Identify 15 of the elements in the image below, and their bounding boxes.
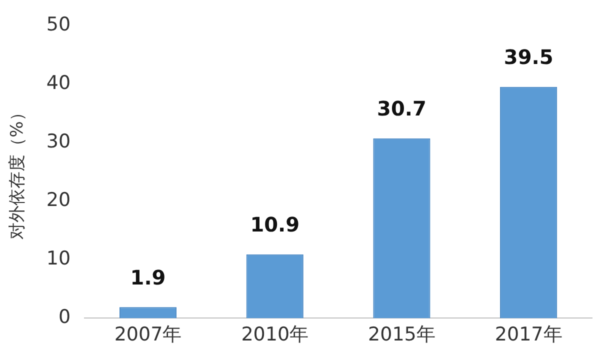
x-tick-label: 2017年: [494, 324, 562, 346]
y-tick-label: 50: [46, 13, 71, 36]
data-label: 1.9: [130, 265, 166, 290]
y-tick-label: 30: [46, 130, 71, 152]
x-tick-label: 2015年: [368, 324, 436, 346]
y-axis-title: 对外依存度（%）: [8, 104, 28, 240]
y-tick-label: 20: [46, 189, 71, 212]
y-tick-label: 10: [46, 248, 71, 270]
y-tick-label: 0: [58, 306, 71, 328]
y-tick-label: 40: [46, 72, 71, 94]
x-tick-label: 2007年: [114, 324, 182, 346]
data-label: 30.7: [377, 96, 426, 121]
data-label: 39.5: [504, 45, 554, 70]
data-label: 10.9: [250, 212, 300, 237]
x-tick-label: 2010年: [241, 324, 309, 346]
